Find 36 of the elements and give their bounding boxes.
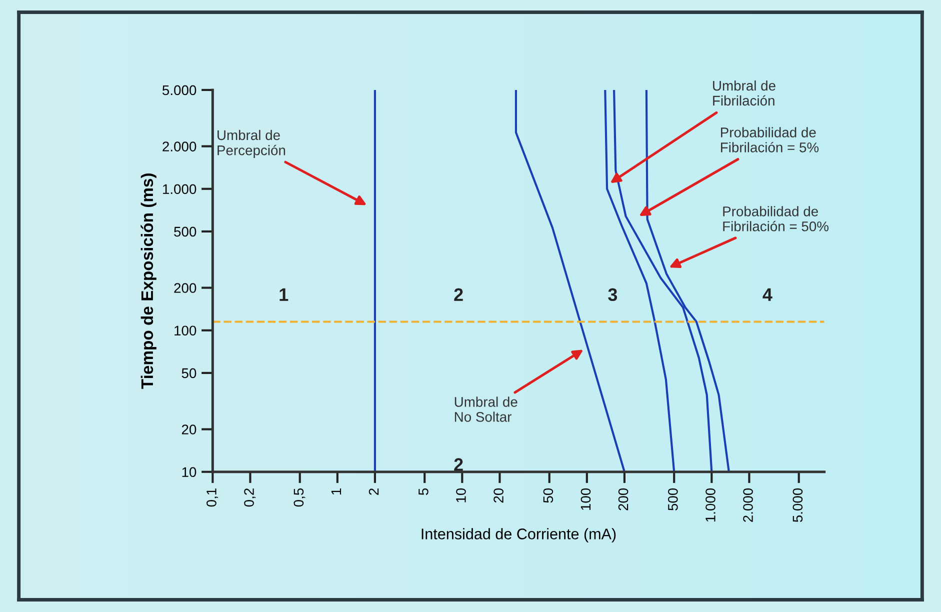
x-tick-label: 500 xyxy=(668,488,678,510)
x-tick-label: 5.000 xyxy=(792,488,803,522)
y-tick-label: 5.000 xyxy=(162,85,196,96)
x-tick-label: 200 xyxy=(618,488,628,510)
annotation: 1 xyxy=(280,288,288,301)
y-tick-label: 10 xyxy=(182,467,196,478)
y-tick-label: 50 xyxy=(182,368,196,378)
y-tick-label: 500 xyxy=(174,226,196,237)
y-tick-label: 1.000 xyxy=(163,184,196,194)
x-tick-label: 1.000 xyxy=(706,488,716,522)
y-tick-label: 20 xyxy=(182,424,196,434)
annotation: Probabilidad de Fibrilación = 5% xyxy=(721,127,819,152)
x-tick-label: 10 xyxy=(456,488,466,502)
annotation: Umbral de No Soltar xyxy=(454,396,518,422)
y-tick-label: 200 xyxy=(174,283,196,293)
annotation: 2 xyxy=(454,288,463,301)
annotation: Umbral de Percepción xyxy=(218,130,286,158)
y-tick-label: 100 xyxy=(174,326,196,336)
x-tick-label: 2.000 xyxy=(743,488,753,522)
annotation: 2 xyxy=(454,458,463,471)
y-tick-label: 2.000 xyxy=(162,142,196,152)
x-tick-label: 0,1 xyxy=(206,488,218,507)
x-tick-label: 20 xyxy=(494,488,504,503)
y-axis-title: Tiempo de Exposición (ms) xyxy=(140,174,156,389)
annotation: Probabilidad de Fibrilación = 50% xyxy=(723,206,828,232)
x-tick-label: 2 xyxy=(368,488,379,495)
annotation: 4 xyxy=(762,288,772,301)
annotation: 3 xyxy=(608,288,618,302)
x-tick-label: 0,5 xyxy=(294,488,306,507)
x-tick-label: 0,2 xyxy=(244,488,256,507)
annotation: Umbral de Fibrilación xyxy=(713,80,776,106)
x-tick-label: 50 xyxy=(543,488,554,503)
x-axis-title: Intensidad de Corriente (mA) xyxy=(422,528,616,542)
x-tick-label: 100 xyxy=(580,488,591,510)
x-tick-label: 5 xyxy=(418,488,428,495)
x-tick-label: 1 xyxy=(331,488,342,494)
